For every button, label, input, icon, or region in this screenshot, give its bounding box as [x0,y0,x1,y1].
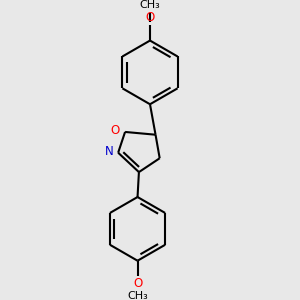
Text: N: N [104,145,113,158]
Text: O: O [133,277,142,290]
Text: O: O [146,11,154,25]
Text: O: O [111,124,120,137]
Text: CH₃: CH₃ [127,291,148,300]
Text: CH₃: CH₃ [140,0,160,11]
